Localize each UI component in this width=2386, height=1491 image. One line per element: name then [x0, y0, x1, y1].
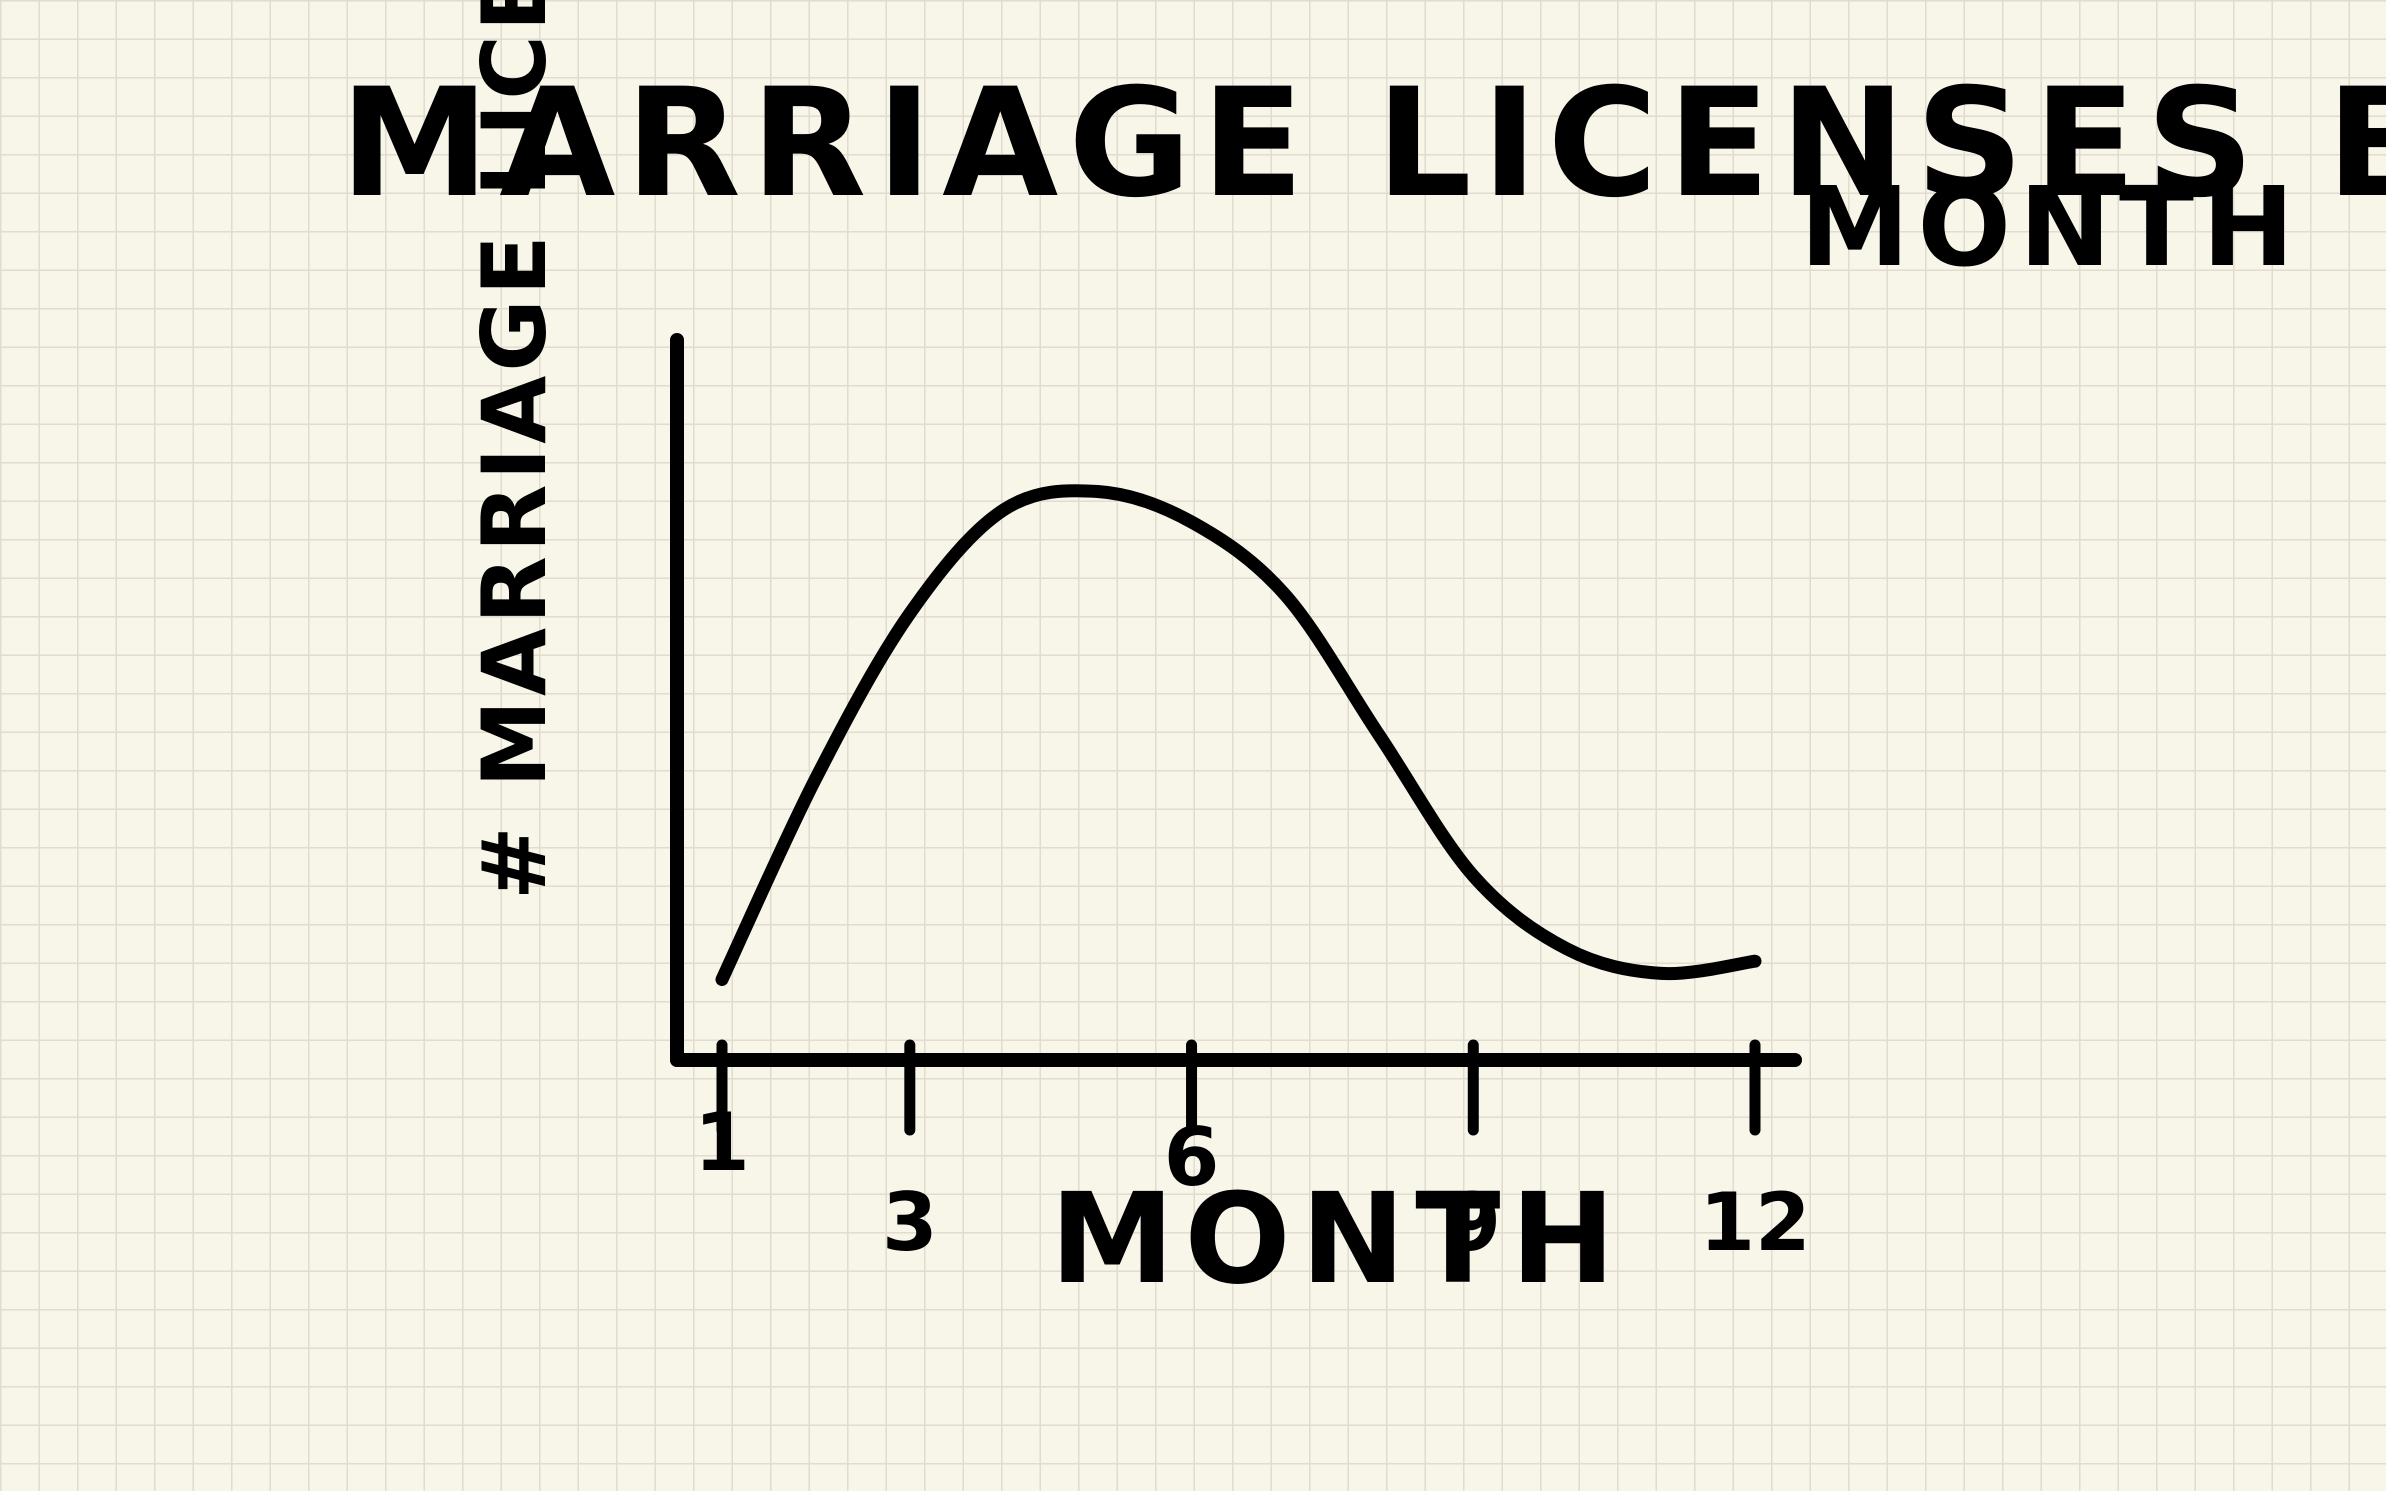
x-axis-label: MONTH [1050, 1167, 1625, 1312]
x-tick-label: 12 [1699, 1176, 1810, 1269]
series-line [715, 484, 1762, 986]
x-tick-label: 6 [1164, 1111, 1220, 1204]
x-ticks: 1 3 6 9 12 [694, 1039, 1811, 1269]
x-tick-label: 9 [1445, 1176, 1501, 1269]
y-axis-label: # MARRIAGE LICENSES [463, 0, 566, 900]
x-tick-label: 1 [694, 1096, 750, 1189]
chart-subtitle: MONTH [1800, 163, 2302, 291]
x-tick-label: 3 [882, 1176, 938, 1269]
chart-title: MARRIAGE LICENSES BY [340, 57, 2386, 231]
